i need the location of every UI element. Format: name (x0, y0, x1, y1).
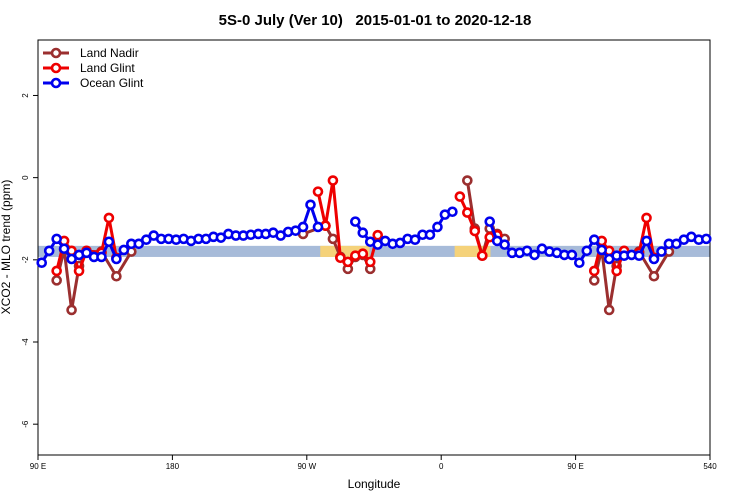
data-point (633, 250, 645, 262)
x-tick-label: 90 E (30, 462, 46, 471)
data-point (103, 212, 115, 224)
data-point (66, 253, 77, 265)
data-point (454, 191, 466, 202)
legend-marker (50, 47, 62, 59)
legend-label: Land Glint (80, 61, 135, 75)
x-tick-label: 180 (166, 462, 180, 471)
data-point (648, 270, 660, 282)
data-point (462, 175, 473, 186)
data-point (484, 216, 496, 227)
data-point (51, 275, 62, 286)
highlight-region (454, 245, 491, 257)
x-axis-label: Longitude (348, 477, 401, 491)
y-tick-label: 2 (21, 93, 30, 98)
data-point (671, 238, 682, 250)
data-point (357, 227, 369, 239)
y-axis-label: XCO2 - MLO trend (ppm) (0, 180, 13, 315)
legend-label: Ocean Glint (80, 76, 144, 90)
data-point (648, 253, 660, 265)
data-point (36, 257, 48, 269)
x-tick-label: 0 (439, 462, 444, 471)
data-point (409, 234, 421, 245)
data-point (350, 216, 361, 227)
y-tick-label: -2 (21, 256, 30, 264)
data-point (499, 239, 510, 250)
data-point (312, 221, 324, 233)
series-line (55, 180, 671, 312)
legend-marker (50, 77, 62, 89)
data-point (521, 245, 533, 257)
data-point (372, 229, 384, 241)
data-point (51, 233, 62, 245)
data-point (581, 245, 593, 257)
data-point (58, 243, 70, 255)
data-point (51, 265, 62, 277)
data-point (574, 257, 585, 269)
data-point (312, 186, 324, 197)
data-point (394, 237, 406, 249)
legend-marker (50, 62, 62, 74)
plot-frame (37, 39, 711, 456)
x-tick-label: 540 (703, 462, 717, 471)
data-point (111, 253, 122, 265)
x-tick-label: 90 W (297, 462, 316, 471)
data-point (43, 245, 55, 257)
data-point (462, 207, 473, 218)
data-point (641, 212, 652, 224)
data-point (529, 249, 540, 261)
legend-label: Land Nadir (80, 46, 139, 60)
data-point (133, 238, 145, 250)
data-point (66, 304, 77, 316)
data-point (700, 233, 712, 245)
data-point (611, 265, 622, 277)
data-point (327, 233, 339, 245)
data-point (327, 175, 339, 186)
y-tick-label: -6 (21, 420, 30, 428)
data-point (424, 229, 436, 241)
data-point (432, 221, 443, 233)
data-point (140, 234, 152, 245)
data-point (596, 244, 608, 256)
data-point (656, 246, 667, 257)
data-point (297, 221, 309, 233)
data-point (81, 247, 92, 259)
x-tick-label: 90 E (567, 462, 583, 471)
y-tick-label: 0 (21, 175, 30, 180)
data-point (476, 250, 488, 262)
chart-title: 5S-0 July (Ver 10) 2015-01-01 to 2020-12… (219, 12, 532, 29)
data-point (118, 244, 130, 256)
data-point (342, 256, 354, 268)
data-point (364, 256, 376, 268)
data-point (103, 236, 115, 248)
data-point (641, 235, 652, 247)
data-point (73, 265, 85, 277)
data-point (111, 270, 122, 282)
data-point (447, 206, 458, 218)
data-point (603, 304, 615, 316)
data-point (469, 225, 481, 237)
data-point (566, 249, 578, 261)
data-point (96, 251, 107, 263)
data-point (588, 265, 600, 277)
data-point (357, 248, 369, 259)
data-point (588, 234, 600, 245)
data-point (305, 199, 316, 211)
y-tick-label: -4 (21, 338, 30, 346)
highlight-region (320, 245, 370, 257)
data-point (588, 275, 600, 286)
data-point (335, 252, 346, 264)
